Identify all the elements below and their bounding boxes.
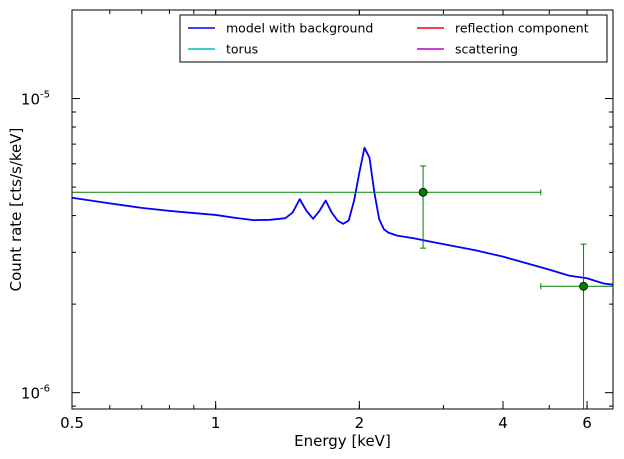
y-tick-label: 10-6 [21, 384, 50, 403]
x-tick-label: 0.5 [60, 414, 84, 432]
legend-box [179, 14, 608, 63]
legend-label: reflection component [455, 21, 589, 36]
y-tick-exponent: -6 [40, 384, 50, 395]
labels-layer: Energy [keV] Count rate [cts/s/keV] [7, 128, 391, 450]
legend-entry-1: reflection component [417, 21, 589, 36]
legend: model with background reflection componen… [179, 14, 608, 63]
x-tick-label: 2 [355, 414, 365, 432]
y-tick-label: 10-5 [21, 90, 50, 109]
x-tick-label: 6 [582, 414, 592, 432]
ticks-layer: 0.5 1 2 4 6 10-6 10-5 [21, 9, 613, 432]
data-point-marker [418, 187, 428, 197]
x-axis-label: Energy [keV] [294, 432, 391, 450]
series-layer [72, 146, 613, 286]
x-tick-label: 1 [211, 414, 221, 432]
legend-entry-2: torus [188, 42, 258, 57]
legend-entry-3: scattering [417, 42, 518, 57]
x-tick-label: 4 [498, 414, 508, 432]
data-points-layer [72, 165, 613, 409]
data-point-marker [579, 281, 588, 291]
series-line-0 [72, 146, 613, 286]
y-axis-label: Count rate [cts/s/keV] [7, 128, 25, 292]
legend-label: model with background [226, 21, 373, 36]
legend-entry-0: model with background [188, 21, 373, 36]
axes-frame [71, 9, 614, 410]
legend-label: torus [226, 42, 258, 57]
data-point-0 [72, 165, 542, 249]
data-point-1 [540, 243, 613, 409]
y-tick-exponent: -5 [40, 90, 50, 101]
legend-label: scattering [455, 42, 518, 57]
